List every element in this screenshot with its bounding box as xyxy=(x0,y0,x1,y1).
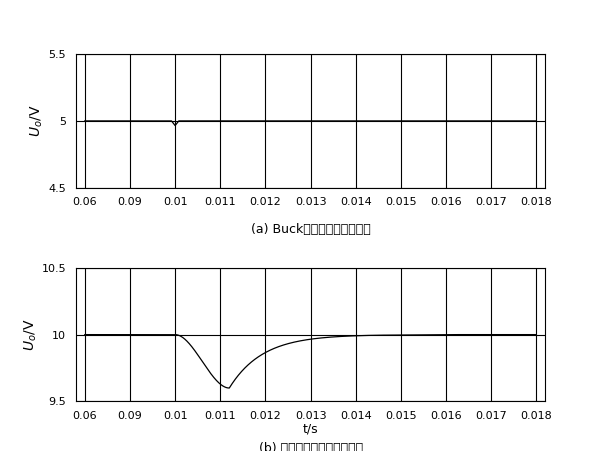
Title: (a) Buck变换器输出电压响应: (a) Buck变换器输出电压响应 xyxy=(251,223,370,236)
Y-axis label: $U_o$/V: $U_o$/V xyxy=(29,105,45,137)
X-axis label: t/s: t/s xyxy=(303,423,318,436)
Y-axis label: $U_o$/V: $U_o$/V xyxy=(22,318,39,351)
Title: (b) 全桥变换器输出电压响应: (b) 全桥变换器输出电压响应 xyxy=(259,442,362,451)
